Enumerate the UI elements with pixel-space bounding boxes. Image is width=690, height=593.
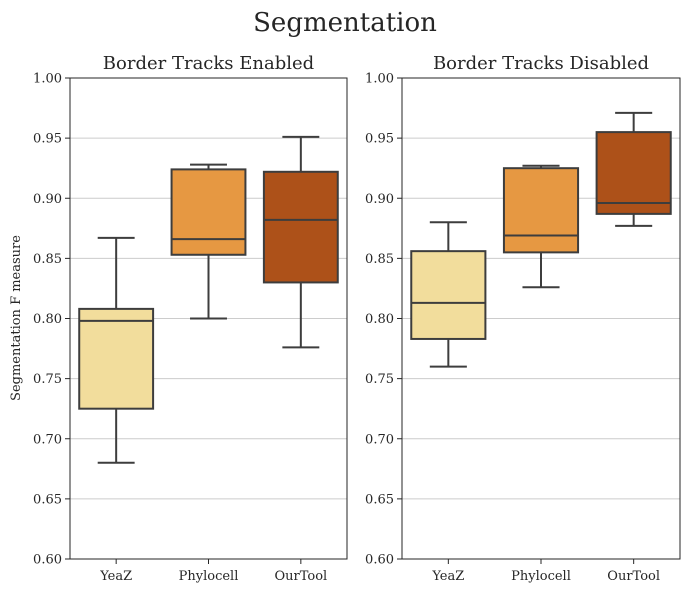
box-ourtool: [595, 111, 672, 227]
y-tick-label: 0.70: [365, 432, 394, 447]
box-phylocell: [502, 164, 580, 289]
x-tick-label: Phylocell: [511, 569, 571, 584]
panel-title-enabled: Border Tracks Enabled: [103, 53, 314, 74]
y-tick-label: 0.95: [365, 132, 394, 147]
y-tick-label: 0.85: [365, 252, 394, 267]
y-tick-label: 1.00: [33, 72, 62, 87]
y-tick-label: 0.60: [33, 553, 62, 568]
x-tick-label: OurTool: [274, 569, 327, 584]
y-tick-label: 0.65: [365, 492, 394, 507]
iqr-box: [502, 167, 580, 254]
panel-border-tracks-disabled: Border Tracks Disabled 0.60 0.65 0.70 0.75 0…: [365, 53, 681, 584]
y-tick-label: 0.90: [365, 192, 394, 207]
y-tick-label: 0.80: [33, 312, 62, 327]
box-yeaz: [78, 236, 155, 464]
y-tick-label: 0.70: [33, 432, 62, 447]
y-tick-label: 0.90: [33, 192, 62, 207]
y-tick-label: 0.60: [365, 553, 394, 568]
x-tick-label: YeaZ: [99, 569, 132, 584]
iqr-box: [78, 307, 155, 410]
y-tick-label: 0.75: [365, 372, 394, 387]
y-axis-label: Segmentation F measure: [9, 235, 24, 401]
box-yeaz: [410, 221, 487, 368]
panel-border-tracks-enabled: Border Tracks Enabled Segmentation F mea…: [9, 53, 348, 584]
x-tick-label: OurTool: [607, 569, 660, 584]
x-tick-label: YeaZ: [431, 569, 464, 584]
iqr-box: [595, 131, 672, 215]
box-ourtool: [262, 135, 339, 349]
x-tick-label: Phylocell: [179, 569, 239, 584]
y-tick-label: 1.00: [365, 72, 394, 87]
y-tick-label: 0.75: [33, 372, 62, 387]
iqr-box: [410, 250, 487, 340]
panel-title-disabled: Border Tracks Disabled: [433, 53, 649, 74]
figure-title: Segmentation: [253, 8, 437, 38]
y-tick-label: 0.80: [365, 312, 394, 327]
iqr-box: [262, 170, 339, 284]
y-tick-label: 0.85: [33, 252, 62, 267]
y-tick-label: 0.65: [33, 492, 62, 507]
box-phylocell: [170, 163, 247, 320]
y-tick-label: 0.95: [33, 132, 62, 147]
iqr-box: [170, 168, 247, 256]
